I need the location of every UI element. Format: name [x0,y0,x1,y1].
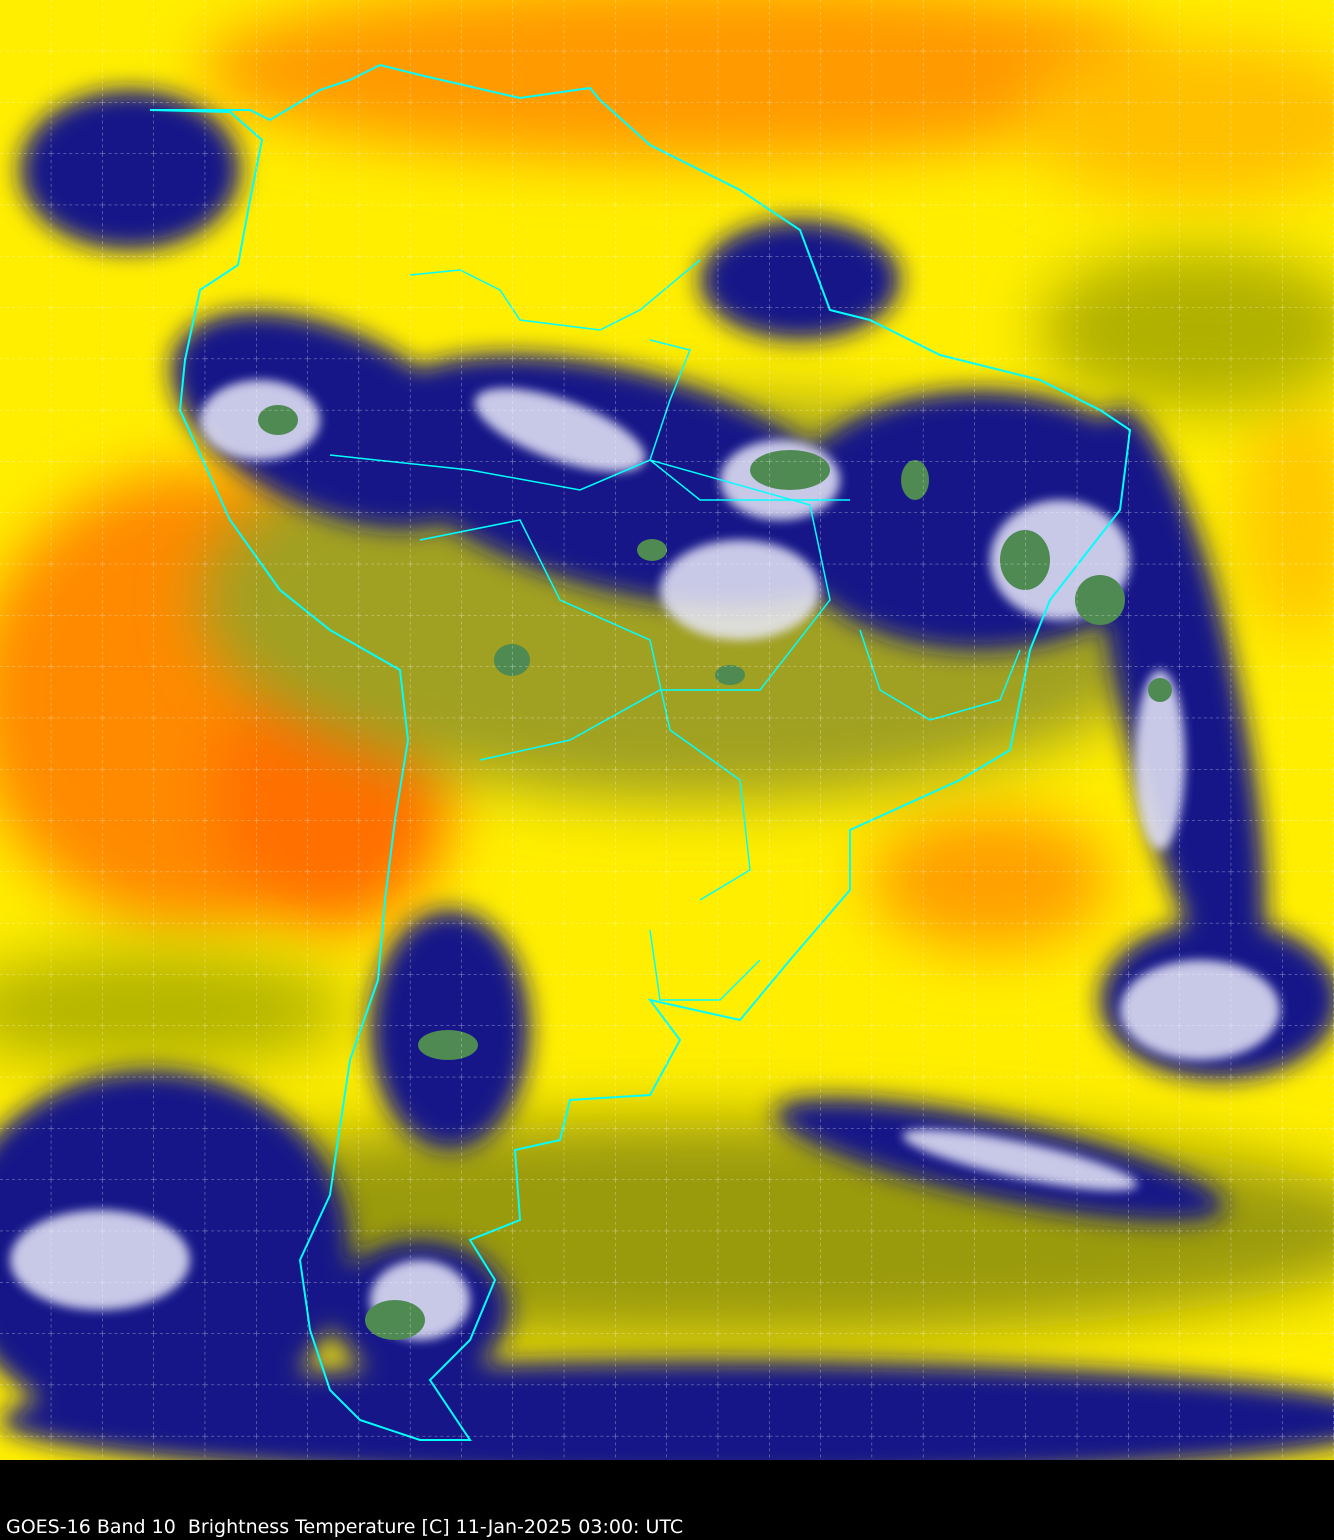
lat-lon-grid [0,0,1334,1460]
satellite-image [0,0,1334,1460]
image-caption: GOES-16 Band 10 Brightness Temperature [… [6,1516,684,1538]
caption-bar [0,1460,1334,1540]
